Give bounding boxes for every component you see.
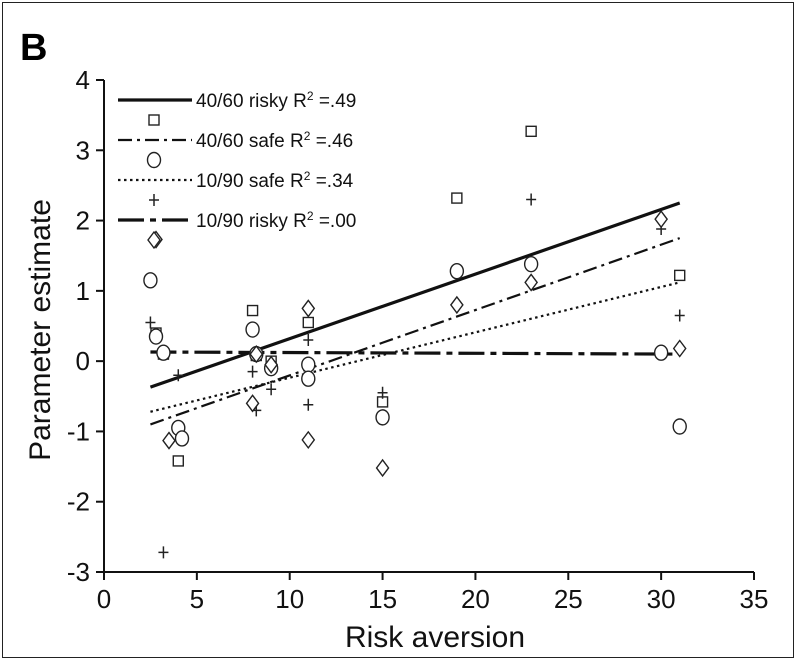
square-marker (172, 455, 184, 467)
y-tick-label: -3 (67, 557, 90, 587)
legend-plus-marker (149, 194, 159, 206)
plus-marker (145, 316, 156, 329)
tick-marks (96, 79, 755, 580)
legend-label-0: 40/60 risky R2 =.49 (196, 89, 356, 112)
diamond-marker (245, 394, 260, 413)
x-axis-title: Risk aversion (345, 621, 525, 654)
plus-marker (303, 334, 314, 347)
circle-marker (449, 262, 465, 280)
circle-marker (245, 321, 260, 338)
x-tick-label: 15 (368, 584, 397, 614)
circle-marker (523, 255, 539, 273)
fit-lines (149, 201, 681, 426)
fit-line-1 (150, 237, 681, 426)
plus-marker (266, 383, 277, 396)
legend-label-2: 10/90 safe R2 =.34 (196, 169, 354, 192)
y-axis-title: Parameter estimate (24, 199, 57, 461)
y-tick-label: 1 (76, 276, 90, 306)
diamond-marker (375, 458, 390, 478)
circle-marker (143, 272, 158, 289)
fit-line-2 (150, 281, 680, 413)
circle-marker (672, 418, 687, 435)
plus-marker (377, 386, 388, 399)
axes (103, 80, 754, 573)
square-marker (525, 125, 537, 138)
legend-square-marker (148, 114, 160, 126)
square-marker (246, 304, 259, 317)
diamond-marker (162, 431, 176, 450)
circle-marker (301, 370, 316, 387)
diamond-marker (249, 344, 264, 364)
fit-line-0 (149, 201, 681, 389)
x-tick-label: 25 (554, 584, 583, 614)
tick-labels: 0 5 10 15 20 25 30 35 -3 -2 -1 0 1 2 3 4 (67, 65, 769, 614)
square-marker (302, 316, 314, 329)
x-tick-label: 20 (461, 584, 490, 614)
circle-marker (375, 409, 390, 426)
legend-diamond-marker (147, 230, 161, 250)
data-markers (143, 125, 687, 559)
fit-line-3 (150, 350, 680, 356)
y-tick-label: -2 (67, 487, 90, 517)
x-tick-label: 30 (647, 584, 676, 614)
x-tick-label: 5 (190, 584, 204, 614)
diamond-marker (301, 299, 316, 318)
square-marker (674, 269, 686, 282)
y-tick-label: 2 (76, 206, 90, 236)
legend: 40/60 risky R2 =.49 40/60 safe R2 =.46 10/… (118, 89, 356, 250)
circle-marker (301, 356, 316, 373)
diamond-marker (672, 339, 687, 358)
panel-label: B (20, 27, 47, 69)
circle-marker (653, 344, 669, 361)
y-tick-label: 3 (76, 135, 90, 165)
circle-marker (156, 344, 171, 361)
plus-marker (674, 309, 685, 322)
plus-marker (526, 193, 537, 206)
plus-marker (158, 546, 169, 559)
x-tick-label: 10 (275, 584, 304, 614)
legend-label-3: 10/90 risky R2 =.00 (196, 209, 356, 232)
plus-marker (247, 365, 258, 378)
plus-marker (173, 369, 184, 382)
legend-label-1: 40/60 safe R2 =.46 (196, 129, 353, 152)
diamond-marker (264, 355, 279, 374)
y-tick-label: -1 (67, 416, 90, 446)
square-marker (451, 192, 463, 204)
diamond-marker (301, 430, 316, 450)
diamond-marker (449, 295, 464, 315)
diamond-marker (524, 273, 539, 292)
y-tick-label: 4 (76, 65, 90, 95)
circle-marker (148, 328, 164, 345)
plus-marker (303, 398, 314, 411)
legend-circle-marker (146, 151, 162, 169)
circle-marker (174, 430, 190, 447)
y-tick-label: 0 (76, 346, 90, 376)
x-tick-label: 0 (97, 584, 111, 614)
x-tick-label: 35 (740, 584, 769, 614)
diamond-marker (654, 209, 669, 229)
